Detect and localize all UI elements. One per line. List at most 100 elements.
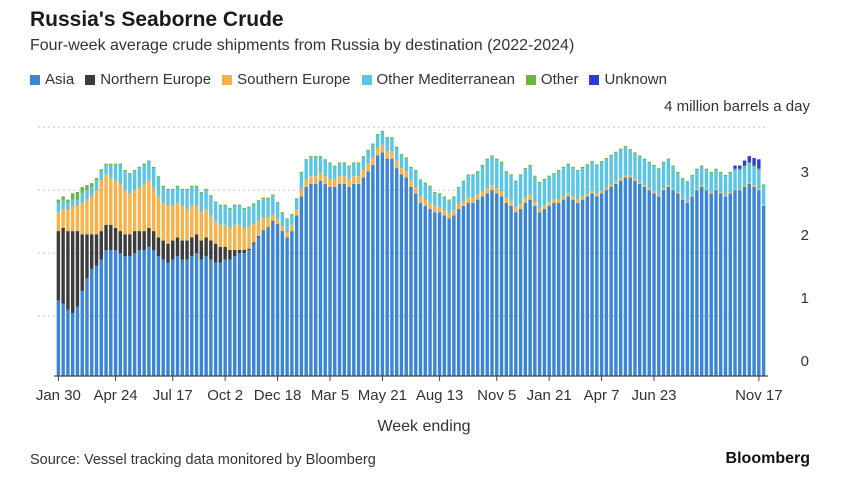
bar-segment: [209, 195, 213, 197]
bar-segment: [485, 188, 489, 194]
bar-segment: [623, 147, 628, 176]
bar-segment: [132, 231, 137, 254]
bar-segment: [452, 215, 456, 376]
bar-segment: [61, 303, 65, 376]
bar-segment: [337, 183, 342, 376]
bar-segment: [90, 268, 94, 376]
bar-segment: [528, 199, 532, 376]
bar-segment: [695, 188, 699, 191]
bar-segment: [247, 207, 251, 227]
bar-segment: [618, 178, 623, 181]
bar-segment: [199, 193, 204, 213]
bar-segment: [309, 156, 313, 158]
bar-segment: [518, 174, 523, 176]
bar-segment: [480, 164, 485, 167]
bar-segment: [151, 166, 156, 169]
bar-segment: [409, 180, 413, 187]
bar-segment: [561, 199, 566, 376]
bar-segment: [495, 188, 499, 194]
bar-segment: [599, 193, 604, 376]
bar-segment: [733, 169, 737, 189]
bar-segment: [452, 196, 456, 198]
bar-segment: [638, 183, 642, 376]
bar-segment: [628, 177, 632, 376]
bar-segment: [180, 190, 184, 206]
bar-segment: [323, 159, 327, 161]
legend-label: Other: [540, 71, 579, 88]
bar-segment: [485, 159, 489, 189]
bar-segment: [190, 237, 194, 257]
bar-segment: [185, 188, 189, 191]
bar-segment: [128, 173, 132, 175]
bar-segment: [356, 183, 361, 376]
bar-segment: [352, 163, 356, 177]
bar-segment: [761, 205, 766, 376]
bar-segment: [747, 163, 752, 183]
bar-segment: [671, 190, 675, 376]
bar-segment: [90, 196, 94, 235]
bar-segment: [275, 224, 280, 376]
bar-segment: [266, 227, 270, 228]
bar-segment: [747, 182, 752, 184]
bar-segment: [633, 178, 637, 181]
bar-segment: [452, 197, 456, 211]
bar-segment: [742, 165, 747, 167]
bar-segment: [433, 193, 437, 206]
bar-segment: [566, 163, 570, 165]
bar-segment: [504, 197, 509, 203]
bar-segment: [557, 199, 561, 203]
bar-segment: [728, 171, 732, 174]
bar-segment: [180, 240, 184, 260]
bar-segment: [137, 166, 142, 169]
bar-segment: [94, 180, 99, 191]
x-tick-label: Nov 17: [735, 387, 783, 404]
bar-segment: [576, 171, 580, 200]
bar-segment: [199, 212, 204, 241]
bar-segment: [109, 177, 113, 225]
bar-segment: [56, 199, 61, 203]
bar-segment: [223, 224, 227, 247]
bar-segment: [514, 181, 518, 208]
bar-segment: [723, 176, 728, 196]
bar-segment: [304, 187, 308, 376]
bar-segment: [719, 192, 723, 194]
bar-segment: [690, 196, 694, 376]
y-tick-label: 3: [801, 164, 809, 181]
bar-segment: [523, 197, 528, 203]
bar-segment: [66, 231, 70, 310]
bar-segment: [113, 227, 118, 250]
bar-segment: [537, 181, 542, 184]
bar-segment: [352, 176, 356, 184]
bar-segment: [542, 180, 547, 206]
bar-segment: [194, 185, 199, 187]
bar-segment: [595, 165, 599, 194]
bar-segment: [437, 193, 442, 195]
bar-segment: [552, 202, 556, 376]
bar-segment: [109, 163, 113, 165]
bar-segment: [709, 192, 713, 194]
bar-segment: [80, 290, 84, 376]
bar-segment: [156, 196, 161, 238]
bar-segment: [757, 188, 761, 191]
bar-segment: [313, 176, 318, 184]
bar-segment: [394, 146, 399, 148]
bar-segment: [70, 193, 75, 200]
bar-segment: [247, 226, 251, 249]
bar-segment: [733, 168, 737, 170]
bar-segment: [190, 205, 194, 238]
bar-segment: [456, 187, 461, 189]
bar-segment: [252, 203, 256, 205]
bar-segment: [504, 172, 509, 198]
bar-segment: [471, 174, 475, 176]
bar-segment: [504, 202, 509, 376]
x-tick-label: Nov 5: [477, 387, 516, 404]
bar-segment: [561, 196, 566, 200]
bar-segment: [437, 207, 442, 213]
bar-segment: [385, 158, 389, 376]
bar-segment: [123, 169, 127, 172]
legend-label: Unknown: [604, 71, 667, 88]
bar-segment: [590, 193, 594, 376]
bar-segment: [390, 151, 394, 159]
bar-segment: [151, 231, 156, 250]
bar-segment: [490, 185, 494, 191]
